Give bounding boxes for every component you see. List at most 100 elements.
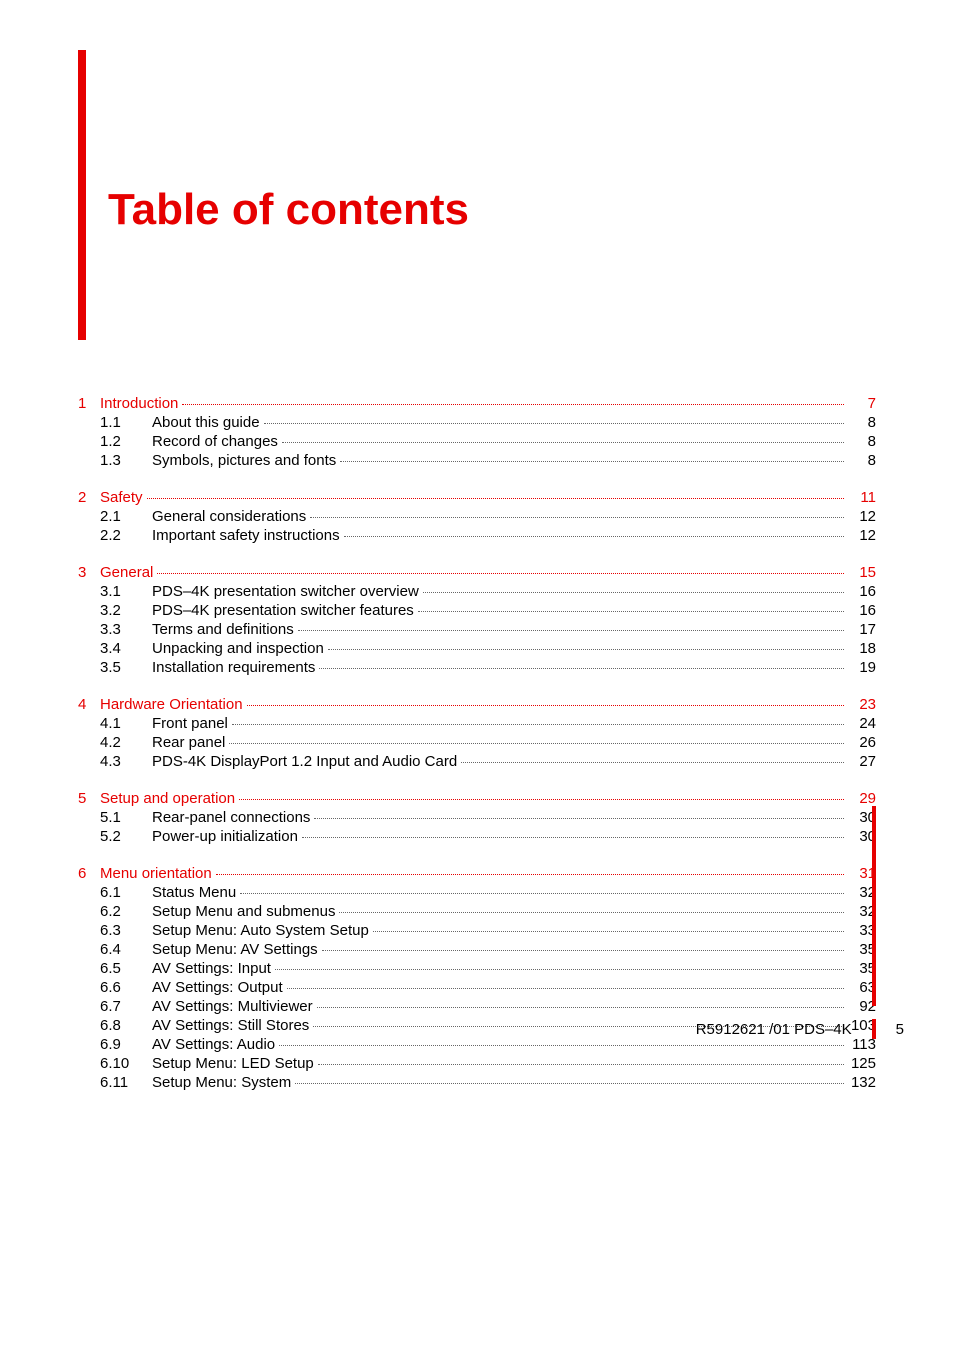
toc-chapter-row[interactable]: 5Setup and operation29 bbox=[78, 790, 876, 807]
sub-page-number: 8 bbox=[848, 414, 876, 431]
chapter-title: General bbox=[100, 564, 153, 581]
sub-number: 5.1 bbox=[100, 809, 152, 826]
sub-number: 2.1 bbox=[100, 508, 152, 525]
sub-title: Installation requirements bbox=[152, 659, 315, 676]
footer-page-number: 5 bbox=[896, 1021, 904, 1038]
sub-title: AV Settings: Input bbox=[152, 960, 271, 977]
chapter-title: Introduction bbox=[100, 395, 178, 412]
page-footer: R5912621 /01 PDS–4K 5 bbox=[696, 1019, 904, 1039]
sub-title: PDS–4K presentation switcher features bbox=[152, 602, 414, 619]
toc-chapter: 1Introduction7 1.1About this guide8 1.2Rec… bbox=[78, 395, 876, 469]
sub-page-number: 16 bbox=[848, 602, 876, 619]
toc-sub-row[interactable]: 3.3Terms and definitions17 bbox=[78, 621, 876, 638]
sub-title: Setup Menu: LED Setup bbox=[152, 1055, 314, 1072]
sub-page-number: 24 bbox=[848, 715, 876, 732]
leader-dots bbox=[373, 931, 844, 932]
leader-dots bbox=[339, 912, 844, 913]
leader-dots bbox=[319, 668, 844, 669]
sub-title: Rear-panel connections bbox=[152, 809, 310, 826]
sub-page-number: 19 bbox=[848, 659, 876, 676]
sub-title: AV Settings: Still Stores bbox=[152, 1017, 309, 1034]
chapter-number: 3 bbox=[78, 564, 100, 581]
toc-sub-row[interactable]: 6.3Setup Menu: Auto System Setup33 bbox=[78, 922, 876, 939]
toc-sub-row[interactable]: 6.1Status Menu32 bbox=[78, 884, 876, 901]
toc-chapter-row[interactable]: 1Introduction7 bbox=[78, 395, 876, 412]
leader-dots bbox=[340, 461, 844, 462]
sub-number: 6.6 bbox=[100, 979, 152, 996]
toc-sub-row[interactable]: 4.1Front panel 24 bbox=[78, 715, 876, 732]
leader-dots bbox=[295, 1083, 844, 1084]
sub-number: 5.2 bbox=[100, 828, 152, 845]
sub-page-number: 12 bbox=[848, 527, 876, 544]
footer-doc-ref: R5912621 /01 PDS–4K bbox=[696, 1021, 852, 1038]
sub-number: 1.2 bbox=[100, 433, 152, 450]
leader-dots bbox=[240, 893, 844, 894]
sub-title: General considerations bbox=[152, 508, 306, 525]
chapter-number: 2 bbox=[78, 489, 100, 506]
chapter-title: Setup and operation bbox=[100, 790, 235, 807]
leader-dots bbox=[314, 818, 844, 819]
toc-chapter-row[interactable]: 4Hardware Orientation23 bbox=[78, 696, 876, 713]
sub-page-number: 18 bbox=[848, 640, 876, 657]
toc-sub-row[interactable]: 6.6AV Settings: Output63 bbox=[78, 979, 876, 996]
sub-title: Power-up initialization bbox=[152, 828, 298, 845]
sub-number: 6.4 bbox=[100, 941, 152, 958]
sub-number: 6.2 bbox=[100, 903, 152, 920]
toc-sub-row[interactable]: 6.7AV Settings: Multiviewer92 bbox=[78, 998, 876, 1015]
sub-number: 6.1 bbox=[100, 884, 152, 901]
leader-dots bbox=[229, 743, 844, 744]
leader-dots bbox=[317, 1007, 844, 1008]
leader-dots bbox=[216, 874, 844, 875]
sub-number: 6.3 bbox=[100, 922, 152, 939]
leader-dots bbox=[302, 837, 844, 838]
page-title: Table of contents bbox=[108, 185, 876, 235]
toc-sub-row[interactable]: 6.11Setup Menu: System132 bbox=[78, 1074, 876, 1091]
toc-sub-row[interactable]: 1.3Symbols, pictures and fonts8 bbox=[78, 452, 876, 469]
toc-sub-row[interactable]: 1.1About this guide8 bbox=[78, 414, 876, 431]
sub-number: 3.4 bbox=[100, 640, 152, 657]
toc-sub-row[interactable]: 3.5Installation requirements19 bbox=[78, 659, 876, 676]
toc-sub-row[interactable]: 6.4Setup Menu: AV Settings35 bbox=[78, 941, 876, 958]
sub-number: 3.3 bbox=[100, 621, 152, 638]
toc-sub-row[interactable]: 6.10Setup Menu: LED Setup125 bbox=[78, 1055, 876, 1072]
toc-sub-row[interactable]: 4.2Rear panel26 bbox=[78, 734, 876, 751]
sub-page-number: 132 bbox=[848, 1074, 876, 1091]
toc-sub-row[interactable]: 3.2PDS–4K presentation switcher features… bbox=[78, 602, 876, 619]
leader-dots bbox=[275, 969, 844, 970]
toc-sub-row[interactable]: 4.3PDS-4K DisplayPort 1.2 Input and Audi… bbox=[78, 753, 876, 770]
leader-dots bbox=[328, 649, 844, 650]
toc-chapter-row[interactable]: 2Safety11 bbox=[78, 489, 876, 506]
toc-sub-row[interactable]: 5.1Rear-panel connections30 bbox=[78, 809, 876, 826]
toc-chapter: 3General 15 3.1PDS–4K presentation switche… bbox=[78, 564, 876, 676]
toc-sub-row[interactable]: 5.2Power-up initialization30 bbox=[78, 828, 876, 845]
toc-sub-row[interactable]: 3.4Unpacking and inspection18 bbox=[78, 640, 876, 657]
leader-dots bbox=[147, 498, 844, 499]
sub-page-number: 125 bbox=[848, 1055, 876, 1072]
toc-sub-row[interactable]: 6.2Setup Menu and submenus32 bbox=[78, 903, 876, 920]
toc-chapter-row[interactable]: 6Menu orientation31 bbox=[78, 865, 876, 882]
chapter-page-number: 15 bbox=[848, 564, 876, 581]
sub-page-number: 27 bbox=[848, 753, 876, 770]
sub-number: 4.1 bbox=[100, 715, 152, 732]
leader-dots bbox=[182, 404, 844, 405]
leader-dots bbox=[344, 536, 844, 537]
leader-dots bbox=[279, 1045, 844, 1046]
sub-title: Front panel bbox=[152, 715, 228, 732]
toc-sub-row[interactable]: 6.5AV Settings: Input35 bbox=[78, 960, 876, 977]
leader-dots bbox=[298, 630, 844, 631]
sub-title: AV Settings: Output bbox=[152, 979, 283, 996]
toc-sub-row[interactable]: 3.1PDS–4K presentation switcher overview… bbox=[78, 583, 876, 600]
toc-chapter-row[interactable]: 3General 15 bbox=[78, 564, 876, 581]
leader-dots bbox=[423, 592, 844, 593]
leader-dots bbox=[247, 705, 844, 706]
toc-sub-row[interactable]: 2.2Important safety instructions12 bbox=[78, 527, 876, 544]
toc-sub-row[interactable]: 1.2Record of changes8 bbox=[78, 433, 876, 450]
sub-number: 6.9 bbox=[100, 1036, 152, 1053]
sub-title: Setup Menu: System bbox=[152, 1074, 291, 1091]
chapter-number: 1 bbox=[78, 395, 100, 412]
toc-sub-row[interactable]: 2.1General considerations12 bbox=[78, 508, 876, 525]
sub-page-number: 16 bbox=[848, 583, 876, 600]
sub-number: 6.7 bbox=[100, 998, 152, 1015]
leader-dots bbox=[282, 442, 844, 443]
sub-page-number: 8 bbox=[848, 433, 876, 450]
